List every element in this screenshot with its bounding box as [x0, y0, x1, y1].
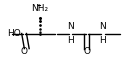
Text: H: H [68, 36, 74, 45]
Text: N: N [99, 22, 106, 31]
Text: O: O [83, 47, 90, 56]
Text: N: N [68, 22, 74, 31]
Text: H: H [99, 36, 106, 45]
Text: HO: HO [7, 29, 21, 38]
Text: O: O [21, 47, 28, 56]
Text: NH₂: NH₂ [32, 4, 49, 13]
